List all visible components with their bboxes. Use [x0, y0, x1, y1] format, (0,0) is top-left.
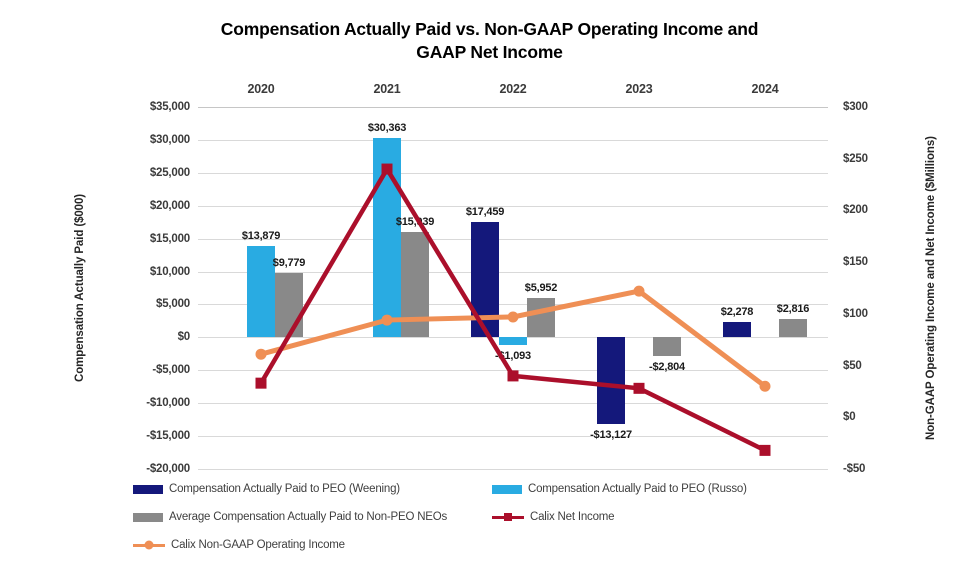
- legend-label-non-gaap-operating-income: Calix Non-GAAP Operating Income: [171, 539, 345, 551]
- left-axis-tick-label: -$10,000: [146, 397, 190, 410]
- left-axis-tick-label: $30,000: [149, 133, 190, 146]
- left-axis-tick-label: $10,000: [149, 265, 190, 278]
- bar-value-label: $2,816: [776, 302, 810, 315]
- legend-item-non-gaap-operating-income: Calix Non-GAAP Operating Income: [133, 539, 345, 551]
- gridline: [198, 370, 828, 372]
- legend-label-weening: Compensation Actually Paid to PEO (Weeni…: [169, 483, 400, 495]
- legend-item-weening: Compensation Actually Paid to PEO (Weeni…: [133, 483, 400, 495]
- legend-label-non-peo-neos: Average Compensation Actually Paid to No…: [169, 511, 448, 523]
- bar-compensation-actually-paid-to-peo-weening-2024: [723, 322, 751, 338]
- left-axis-tick-label: -$5,000: [152, 364, 190, 377]
- right-axis-tick-label: $200: [843, 204, 868, 217]
- bar-average-compensation-actually-paid-to-non-peo-neos-2022: [527, 298, 555, 338]
- chart-title-line2: GAAP Net Income: [416, 42, 563, 63]
- bar-value-label: -$13,127: [590, 428, 632, 441]
- x-axis-label-2024: 2024: [751, 82, 779, 96]
- legend-swatch-weening: [133, 484, 163, 494]
- legend-swatch-net-income: [492, 511, 524, 523]
- legend-swatch-non-peo-neos: [133, 512, 163, 522]
- bar-value-label: $13,879: [241, 230, 281, 242]
- bar-value-label: $9,779: [272, 257, 306, 269]
- x-axis-label-2022: 2022: [499, 82, 527, 96]
- bar-average-compensation-actually-paid-to-non-peo-neos-2021: [401, 232, 429, 338]
- right-axis-tick-label: $0: [843, 411, 856, 424]
- legend-item-net-income: Calix Net Income: [492, 511, 615, 523]
- left-axis-tick-label: $5,000: [156, 298, 190, 311]
- gridline: [198, 107, 828, 108]
- gridline: [198, 205, 828, 207]
- x-axis-label-2020: 2020: [247, 82, 275, 96]
- bar-value-label: $5,952: [524, 282, 558, 295]
- right-axis-tick-label: $100: [843, 307, 868, 320]
- legend-label-net-income: Calix Net Income: [530, 511, 615, 523]
- left-axis-tick-label: $15,000: [149, 232, 190, 245]
- left-axis-tick-label: -$15,000: [146, 430, 190, 443]
- legend-circle-marker-icon: [144, 540, 154, 550]
- bar-value-label: $30,363: [367, 121, 407, 134]
- x-axis-label-2023: 2023: [625, 82, 653, 96]
- right-axis-tick-label: $50: [843, 359, 862, 372]
- chart-title: Compensation Actually Paid vs. Non-GAAP …: [0, 18, 979, 64]
- bar-compensation-actually-paid-to-peo-weening-2022: [471, 222, 499, 338]
- bar-value-label: $15,939: [395, 216, 435, 229]
- right-axis-tick-label: $250: [843, 152, 868, 165]
- x-axis-label-2021: 2021: [373, 82, 401, 96]
- right-axis-tick-label: -$50: [843, 463, 866, 475]
- gridline: [198, 436, 828, 438]
- legend-square-marker-icon: [504, 513, 512, 521]
- left-axis-tick-label: $35,000: [149, 101, 190, 113]
- bar-compensation-actually-paid-to-peo-weening-2023: [597, 337, 625, 424]
- legend-label-russo: Compensation Actually Paid to PEO (Russo…: [528, 483, 747, 495]
- gridline: [198, 238, 828, 240]
- bar-compensation-actually-paid-to-peo-russo-2022: [499, 337, 527, 345]
- chart-title-line1: Compensation Actually Paid vs. Non-GAAP …: [220, 19, 759, 39]
- bar-value-label: -$2,804: [649, 360, 685, 373]
- right-axis-tick-label: $300: [843, 101, 868, 113]
- left-axis-tick-label: $0: [177, 331, 191, 344]
- right-axis-tick-label: $150: [843, 256, 868, 269]
- gridline: [198, 139, 828, 141]
- bar-compensation-actually-paid-to-peo-russo-2020: [247, 246, 275, 338]
- bar-value-label: $17,459: [465, 206, 505, 219]
- bar-compensation-actually-paid-to-peo-russo-2021: [373, 137, 401, 338]
- legend-swatch-non-gaap-operating-income: [133, 539, 165, 551]
- legend-item-russo: Compensation Actually Paid to PEO (Russo…: [492, 483, 747, 495]
- gridline: [198, 403, 828, 405]
- bar-average-compensation-actually-paid-to-non-peo-neos-2020: [275, 273, 303, 338]
- legend-item-non-peo-neos: Average Compensation Actually Paid to No…: [133, 511, 447, 523]
- left-axis-tick-label: -$20,000: [146, 463, 190, 475]
- left-axis-tick-label: $20,000: [149, 199, 190, 212]
- bar-value-label: $2,278: [720, 306, 754, 319]
- gridline: [198, 172, 828, 174]
- bar-average-compensation-actually-paid-to-non-peo-neos-2024: [779, 318, 807, 338]
- legend-swatch-russo: [492, 484, 522, 494]
- gridline: [198, 469, 828, 470]
- bar-value-label: -$1,093: [495, 349, 531, 362]
- bar-average-compensation-actually-paid-to-non-peo-neos-2023: [653, 337, 681, 356]
- left-axis-tick-label: $25,000: [149, 166, 190, 179]
